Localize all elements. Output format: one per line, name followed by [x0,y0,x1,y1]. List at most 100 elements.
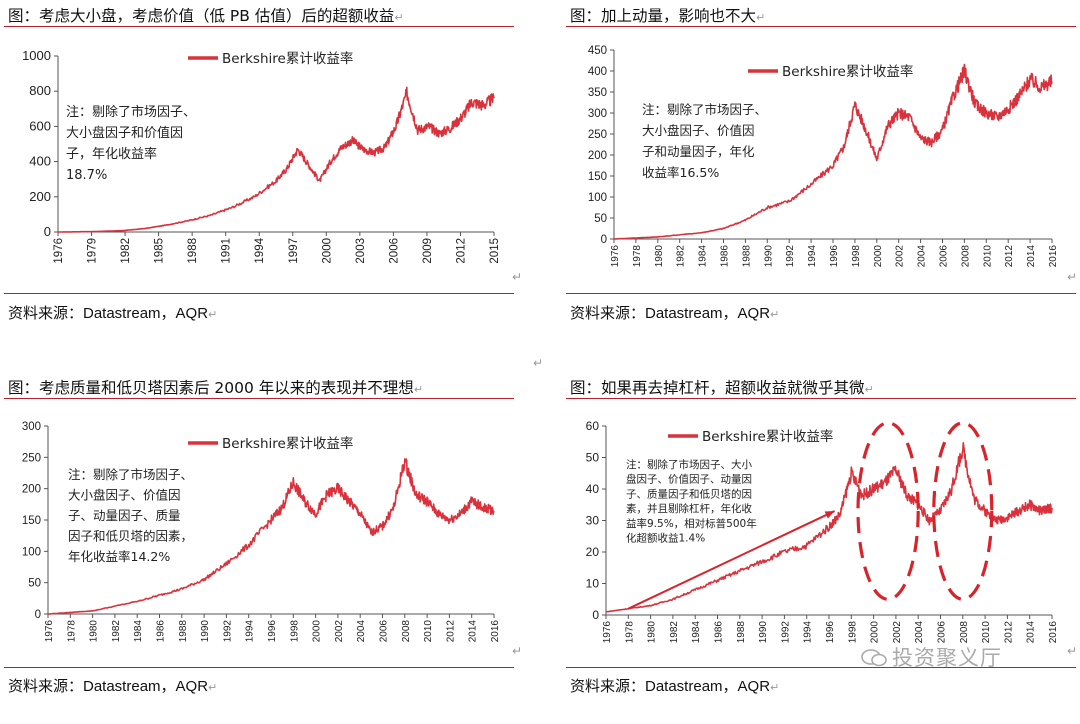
y-tick-label: 50 [594,213,607,225]
x-tick-label: 2003 [355,238,367,264]
chart-note-line: 18.7% [66,168,107,183]
chat-bubble-icon [861,649,887,667]
x-tick-label: 1986 [720,245,731,268]
y-tick-label: 600 [29,118,51,133]
paragraph-mark: ↵ [533,356,544,370]
x-tick-label: 1990 [758,621,769,644]
return-mark: ↵ [1067,270,1078,284]
y-tick-label: 0 [44,224,51,239]
x-tick-label: 1978 [66,620,77,643]
source-note: 资料来源：Datastream，AQR↵ [8,678,218,695]
x-tick-label: 2012 [1003,621,1014,644]
chart-title: 图：考虑质量和低贝塔因素后 2000 年以来的表现并不理想↵ [8,379,424,397]
x-tick-label: 2002 [892,621,903,644]
chart-note-line: 注：剔除了市场因子、 [642,102,767,117]
y-tick-label: 250 [22,452,41,464]
chart-note-line: 因子和低贝塔的因素， [68,529,193,544]
y-tick-label: 30 [586,514,600,528]
title-rule [566,398,1076,399]
y-tick-label: 200 [22,484,41,496]
x-tick-label: 2016 [1048,245,1059,268]
y-tick-label: 0 [35,609,41,621]
chart-panel-4: 图：如果再去掉杠杆，超额收益就微乎其微↵ 0 10 20 30 40 50 60 1976 19… [562,372,1080,724]
series-line [47,458,495,615]
x-tick-label: 2014 [1026,245,1037,268]
x-tick-label: 1982 [676,245,687,268]
x-tick-label: 1980 [647,621,658,644]
x-tick-label: 2006 [379,620,390,643]
x-tick-label: 2000 [870,621,881,644]
chart-panel-3: 图：考虑质量和低贝塔因素后 2000 年以来的表现并不理想↵ 0 50 100 150… [0,372,540,724]
chart-note-line: 盘因子、价值因子、动量因 [626,473,752,486]
source-note: 资料来源：Datastream，AQR↵ [570,305,780,322]
chart-note-line: 益率9.5%，相对标普500年 [626,517,757,530]
x-tick-label: 2012 [455,238,467,264]
x-tick-label: 1994 [254,237,266,263]
y-tick-label: 50 [28,578,41,590]
watermark: 投资聚义厅 [860,642,1002,672]
line-chart: 0 200 400 600 800 1000 1976 1979 1982 1985 1988 199… [22,48,501,264]
x-tick-label: 1996 [825,621,836,644]
x-tick-label: 1982 [111,620,122,643]
x-tick-label: 1998 [847,621,858,644]
y-tick-label: 150 [588,171,607,183]
x-tick-label: 2008 [959,621,970,644]
x-tick-label: 1998 [289,620,300,643]
chart-note-line: 素，并且剔除杠杆，年化收 [626,502,752,515]
x-tick-label: 1990 [200,620,211,643]
x-tick-label: 2012 [445,620,456,643]
x-tick-label: 1985 [154,238,166,264]
x-tick-label: 2008 [401,620,412,643]
legend-label: Berkshire累计收益率 [222,435,353,452]
x-tick-label: 2010 [982,245,993,268]
x-tick-label: 2002 [895,245,906,268]
y-tick-label: 60 [586,419,600,433]
source-rule [4,667,514,668]
chart-note-line: 大小盘因子和价值因 [66,125,183,141]
chart-note-line: 子、动量因子、质量 [68,508,181,523]
chart-title: 图：考虑大小盘，考虑价值（低 PB 估值）后的超额收益↵ [8,7,404,25]
x-tick-label: 2009 [422,238,434,264]
y-tick-label: 450 [588,45,607,57]
y-tick-label: 400 [29,154,51,169]
y-tick-label: 400 [588,66,607,78]
x-tick-label: 1979 [87,238,99,264]
source-rule [4,293,514,294]
x-tick-label: 2014 [468,620,479,643]
x-tick-label: 1996 [829,245,840,268]
x-tick-label: 1986 [156,620,167,643]
legend-label: Berkshire累计收益率 [782,63,913,80]
series-line [613,63,1053,240]
x-tick-label: 1984 [133,620,144,643]
x-tick-label: 1982 [120,238,132,264]
x-tick-label: 2016 [490,620,501,643]
y-tick-label: 200 [29,189,51,204]
x-tick-label: 2010 [423,620,434,643]
source-rule [566,293,1076,294]
y-tick-label: 0 [592,608,599,622]
x-tick-label: 2004 [917,245,928,268]
x-tick-label: 1992 [780,621,791,644]
y-tick-label: 250 [588,129,607,141]
x-tick-label: 2006 [937,621,948,644]
x-tick-label: 1976 [53,238,65,264]
return-mark: ↵ [1067,644,1078,658]
x-tick-label: 1994 [245,620,256,643]
y-tick-label: 200 [588,150,607,162]
x-tick-label: 2010 [981,621,992,644]
x-tick-label: 2006 [939,245,950,268]
line-chart: 0 50 100 150 200 250 300 1976 1978 1980 1982 1984 19… [22,421,501,643]
chart-note-line: 注：剔除了市场因子、 [66,104,196,120]
x-tick-label: 2016 [1048,621,1059,644]
x-tick-label: 2000 [312,620,323,643]
x-tick-label: 1980 [89,620,100,643]
x-tick-label: 1976 [610,245,621,268]
x-tick-label: 1994 [807,245,818,268]
source-note: 资料来源：Datastream，AQR↵ [8,305,218,322]
y-tick-label: 40 [586,482,600,496]
x-tick-label: 2000 [321,238,333,264]
x-tick-label: 2012 [1004,245,1015,268]
series-line [605,442,1053,613]
x-tick-label: 1988 [736,621,747,644]
series-line [58,86,495,233]
